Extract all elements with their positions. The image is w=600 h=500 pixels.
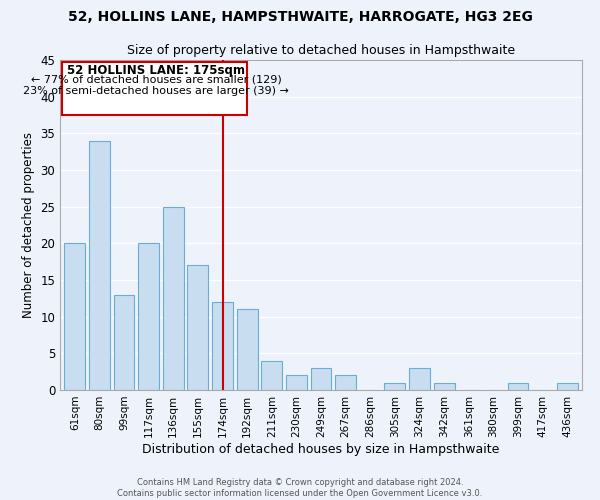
Bar: [163, 206, 184, 390]
Bar: [138, 244, 159, 390]
Bar: [385, 382, 406, 390]
Text: 23% of semi-detached houses are larger (39) →: 23% of semi-detached houses are larger (…: [23, 86, 289, 96]
Text: 52 HOLLINS LANE: 175sqm: 52 HOLLINS LANE: 175sqm: [67, 64, 245, 76]
Bar: [557, 382, 578, 390]
Bar: [113, 294, 134, 390]
Bar: [236, 310, 257, 390]
Y-axis label: Number of detached properties: Number of detached properties: [22, 132, 35, 318]
Bar: [434, 382, 455, 390]
Bar: [261, 360, 282, 390]
Bar: [64, 244, 85, 390]
Bar: [89, 140, 110, 390]
Bar: [508, 382, 529, 390]
Text: Contains HM Land Registry data © Crown copyright and database right 2024.
Contai: Contains HM Land Registry data © Crown c…: [118, 478, 482, 498]
Bar: [212, 302, 233, 390]
FancyBboxPatch shape: [62, 62, 247, 115]
Text: ← 77% of detached houses are smaller (129): ← 77% of detached houses are smaller (12…: [31, 74, 281, 85]
Text: 52, HOLLINS LANE, HAMPSTHWAITE, HARROGATE, HG3 2EG: 52, HOLLINS LANE, HAMPSTHWAITE, HARROGAT…: [68, 10, 532, 24]
Bar: [187, 266, 208, 390]
Bar: [311, 368, 331, 390]
Title: Size of property relative to detached houses in Hampsthwaite: Size of property relative to detached ho…: [127, 44, 515, 58]
X-axis label: Distribution of detached houses by size in Hampsthwaite: Distribution of detached houses by size …: [142, 442, 500, 456]
Bar: [409, 368, 430, 390]
Bar: [335, 376, 356, 390]
Bar: [286, 376, 307, 390]
